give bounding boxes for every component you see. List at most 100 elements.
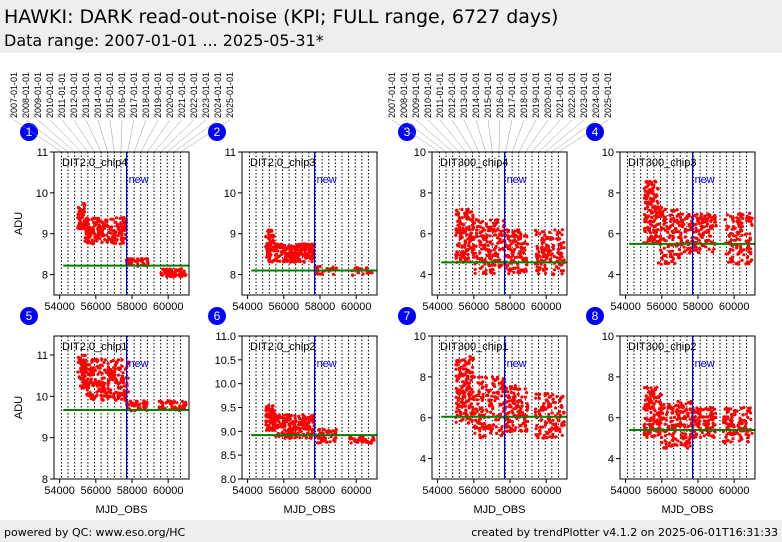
data-point [146,260,150,264]
data-point [122,228,126,232]
data-point [667,432,671,436]
x-tick-label: 56000 [647,301,678,313]
data-point [118,216,122,221]
y-tick-label: 11 [225,147,236,159]
data-point [516,269,521,273]
data-point [738,238,742,242]
data-point [713,213,717,218]
year-label-leader [127,119,135,153]
data-point [126,390,130,394]
year-label-leader [97,119,108,153]
data-point [302,260,306,264]
data-point [78,376,82,380]
data-point [672,252,677,256]
data-point [486,229,491,233]
data-point [463,258,467,262]
data-point [688,250,693,254]
data-point [301,426,306,430]
data-point [481,271,485,275]
data-point [679,441,683,445]
data-point [544,392,549,396]
data-point [310,259,314,264]
data-point [498,402,502,406]
data-point [265,241,269,246]
year-label-leader [545,119,585,153]
data-point [455,359,459,363]
data-point [749,411,753,415]
x-tick-label: 60000 [531,485,562,497]
data-point [268,247,272,251]
data-point [95,393,99,397]
data-point [455,230,459,235]
data-point [278,259,282,263]
data-point [704,245,708,249]
year-label-leader [439,119,467,153]
axes-frame [241,151,378,296]
data-point [695,212,699,216]
data-point [491,267,495,271]
data-point [534,427,538,431]
data-point [295,243,299,247]
year-label: 2024-01-01 [213,72,223,118]
data-point [743,418,747,423]
data-point [742,248,746,252]
data-point [308,247,313,251]
data-point [275,259,279,263]
data-point [99,393,103,398]
data-point [307,251,311,255]
data-point [96,231,101,235]
data-point [687,214,691,218]
data-point [90,238,94,242]
data-point [739,245,743,250]
year-label-leader [167,119,207,153]
data-point [519,429,524,433]
data-point [711,215,715,220]
data-point [87,368,92,372]
data-point [643,226,647,230]
data-point [725,227,729,231]
data-point [699,212,704,216]
year-label-leader [538,119,573,153]
data-point [462,253,466,257]
data-point [470,250,474,254]
panel-label: DIT300_chip3 [628,157,697,169]
data-point [454,374,458,378]
data-point [652,228,656,232]
data-point [725,213,730,217]
data-point [522,246,526,250]
data-point [540,258,544,262]
y-tick-label: 6 [420,229,426,241]
axes-frame [53,151,190,296]
data-point [510,428,514,432]
data-point [493,379,497,383]
data-point [692,248,697,252]
data-point [659,226,664,230]
data-point [549,253,553,257]
data-point [510,409,514,413]
data-point [542,433,547,437]
data-point [547,418,551,422]
data-point [735,219,739,223]
data-point [85,222,89,226]
data-point [701,233,705,237]
data-point [306,242,310,246]
data-point [679,252,684,256]
data-point [320,272,324,276]
data-point [287,244,291,248]
data-point [469,378,473,382]
year-label-leader [498,119,501,153]
data-point [497,381,501,385]
year-label: 2021-01-01 [177,72,187,118]
year-label: 2008-01-01 [399,72,409,118]
y-tick-label: 10 [224,188,236,200]
year-label: 2014-01-01 [93,72,103,118]
data-point [644,201,648,205]
data-point [665,412,669,417]
year-label: 2023-01-01 [201,72,211,118]
data-point [93,235,97,240]
data-point [681,410,685,414]
y-tick-label: 8 [42,474,48,486]
data-point [514,243,518,247]
